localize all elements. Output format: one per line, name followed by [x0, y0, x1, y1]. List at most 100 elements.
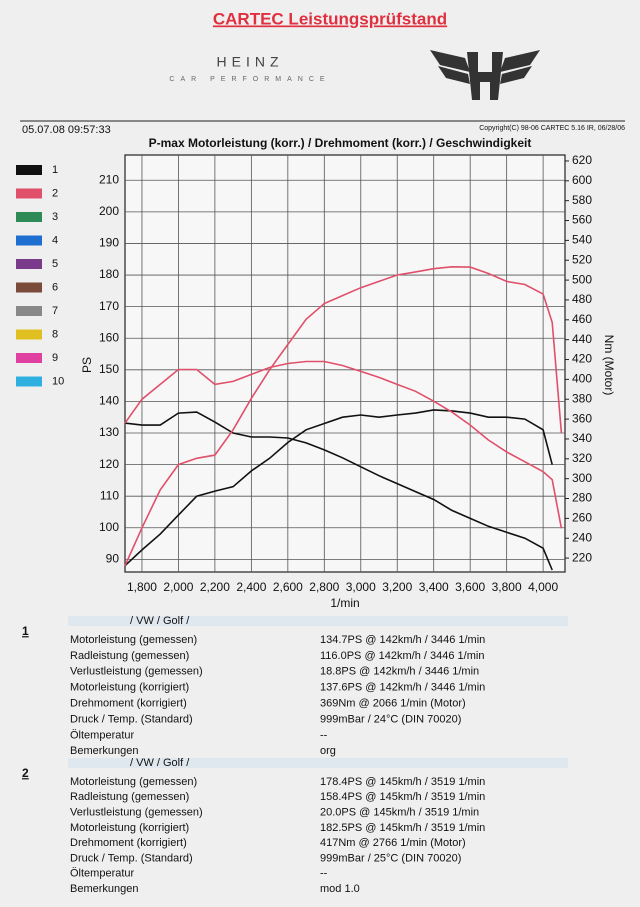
result-value: 999mBar / 24°C (DIN 70020) [320, 713, 461, 725]
result-value: 999mBar / 25°C (DIN 70020) [320, 852, 461, 864]
y2-tick-label: 380 [572, 391, 592, 405]
result-label: Öltemperatur [70, 729, 135, 741]
y2-tick-label: 480 [572, 292, 592, 306]
result-label: Drehmoment (korrigiert) [70, 837, 187, 849]
result-label: Verlustleistung (gemessen) [70, 807, 203, 819]
vehicle: / VW / Golf / [130, 615, 190, 627]
y2-tick-label: 300 [572, 471, 592, 485]
vehicle: / VW / Golf / [130, 757, 190, 769]
x-tick-label: 3,200 [382, 580, 412, 594]
y2-tick-label: 280 [572, 491, 592, 505]
chart-title: P-max Motorleistung (korr.) / Drehmoment… [149, 136, 532, 150]
y-tick-label: 100 [99, 520, 119, 534]
result-label: Bemerkungen [70, 745, 139, 757]
legend-swatch [16, 376, 42, 387]
y2-tick-label: 320 [572, 451, 592, 465]
result-label: Drehmoment (korrigiert) [70, 698, 187, 710]
legend-label: 2 [52, 187, 58, 199]
y-tick-label: 160 [99, 330, 119, 344]
result-value: 417Nm @ 2766 1/min (Motor) [320, 837, 466, 849]
vehicle-band [68, 758, 568, 768]
result-value: 369Nm @ 2066 1/min (Motor) [320, 698, 466, 710]
y2-tick-label: 500 [572, 272, 592, 286]
result-value: 182.5PS @ 145km/h / 3519 1/min [320, 822, 485, 834]
x-tick-label: 3,000 [346, 580, 376, 594]
legend-label: 10 [52, 375, 64, 387]
result-label: Bemerkungen [70, 883, 139, 895]
y-tick-label: 130 [99, 425, 119, 439]
x-tick-label: 3,400 [419, 580, 449, 594]
legend-swatch [16, 212, 42, 222]
plot-area [124, 154, 566, 573]
series-line [124, 265, 563, 567]
result-label: Druck / Temp. (Standard) [70, 713, 193, 725]
legend-swatch [16, 259, 42, 269]
result-value: 158.4PS @ 145km/h / 3519 1/min [320, 791, 485, 803]
y2-tick-label: 360 [572, 411, 592, 425]
result-value: 20.0PS @ 145km/h / 3519 1/min [320, 807, 479, 819]
y-axis-label: PS [80, 357, 94, 373]
legend-swatch [16, 235, 42, 246]
result-value: 18.8PS @ 142km/h / 3446 1/min [320, 666, 479, 678]
legend-label: 4 [52, 234, 58, 246]
x-tick-label: 4,000 [528, 580, 558, 594]
run-number: 1 [22, 624, 29, 638]
y2-tick-label: 580 [572, 193, 592, 207]
y2-tick-label: 520 [572, 252, 592, 266]
result-value: 178.4PS @ 145km/h / 3519 1/min [320, 776, 485, 788]
y2-tick-label: 540 [572, 233, 592, 247]
y-tick-label: 90 [106, 552, 120, 566]
x-tick-label: 2,800 [309, 580, 339, 594]
legend-swatch [16, 165, 42, 175]
x-tick-label: 1,800 [127, 580, 157, 594]
y-tick-label: 110 [100, 488, 119, 502]
x-tick-label: 2,400 [236, 580, 266, 594]
result-label: Motorleistung (gemessen) [70, 776, 197, 788]
brand: HEINZ [217, 54, 284, 70]
brand-sub: CAR PERFORMANCE [169, 76, 330, 83]
legend-label: 3 [52, 211, 58, 223]
y-tick-label: 180 [99, 267, 119, 281]
result-label: Motorleistung (korrigiert) [70, 822, 189, 834]
legend-label: 6 [52, 281, 58, 293]
y2-tick-label: 460 [572, 312, 592, 326]
result-value: 116.0PS @ 142km/h / 3446 1/min [320, 650, 484, 662]
logo [430, 50, 540, 100]
y2-tick-label: 400 [572, 372, 592, 386]
y2-tick-label: 620 [572, 153, 592, 167]
series-line [124, 409, 553, 567]
x-tick-label: 2,600 [273, 580, 303, 594]
y2-axis-label: Nm (Motor) [602, 335, 616, 396]
y2-tick-label: 240 [572, 530, 592, 544]
result-value: org [320, 745, 336, 757]
y2-tick-label: 560 [572, 213, 592, 227]
legend-swatch [16, 329, 42, 340]
run-number: 2 [22, 766, 29, 780]
result-value: mod 1.0 [320, 883, 360, 895]
x-tick-label: 2,000 [163, 580, 193, 594]
y2-tick-label: 440 [572, 332, 592, 346]
legend-label: 7 [52, 305, 58, 317]
y2-tick-label: 600 [572, 173, 592, 187]
legend-swatch [16, 306, 42, 316]
vehicle-band [68, 616, 568, 626]
y2-tick-label: 420 [572, 352, 592, 366]
result-label: Motorleistung (gemessen) [70, 634, 197, 646]
result-label: Öltemperatur [70, 868, 135, 880]
result-label: Motorleistung (korrigiert) [70, 682, 189, 694]
result-value: -- [320, 868, 328, 880]
x-tick-label: 3,800 [492, 580, 522, 594]
page-title: CARTEC Leistungsprüfstand [213, 9, 447, 28]
series-line [124, 360, 563, 529]
legend-label: 5 [52, 258, 58, 270]
legend-label: 8 [52, 328, 58, 340]
result-label: Radleistung (gemessen) [70, 791, 189, 803]
y2-tick-label: 340 [572, 431, 592, 445]
legend-label: 9 [52, 352, 58, 364]
x-axis-label: 1/min [330, 596, 359, 610]
x-tick-label: 3,600 [455, 580, 485, 594]
legend-label: 1 [52, 164, 58, 176]
result-label: Verlustleistung (gemessen) [70, 666, 203, 678]
y-tick-label: 150 [99, 362, 119, 376]
